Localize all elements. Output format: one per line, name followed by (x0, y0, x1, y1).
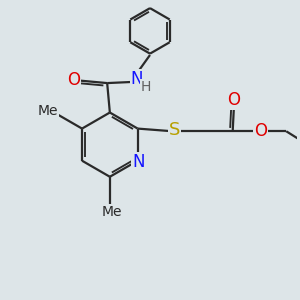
Text: O: O (254, 122, 267, 140)
Text: N: N (132, 153, 145, 171)
Text: Me: Me (38, 104, 58, 118)
Text: O: O (227, 91, 241, 109)
Text: Me: Me (101, 205, 122, 219)
Text: O: O (67, 71, 80, 89)
Text: H: H (141, 80, 151, 94)
Text: N: N (130, 70, 143, 88)
Text: S: S (169, 121, 180, 139)
